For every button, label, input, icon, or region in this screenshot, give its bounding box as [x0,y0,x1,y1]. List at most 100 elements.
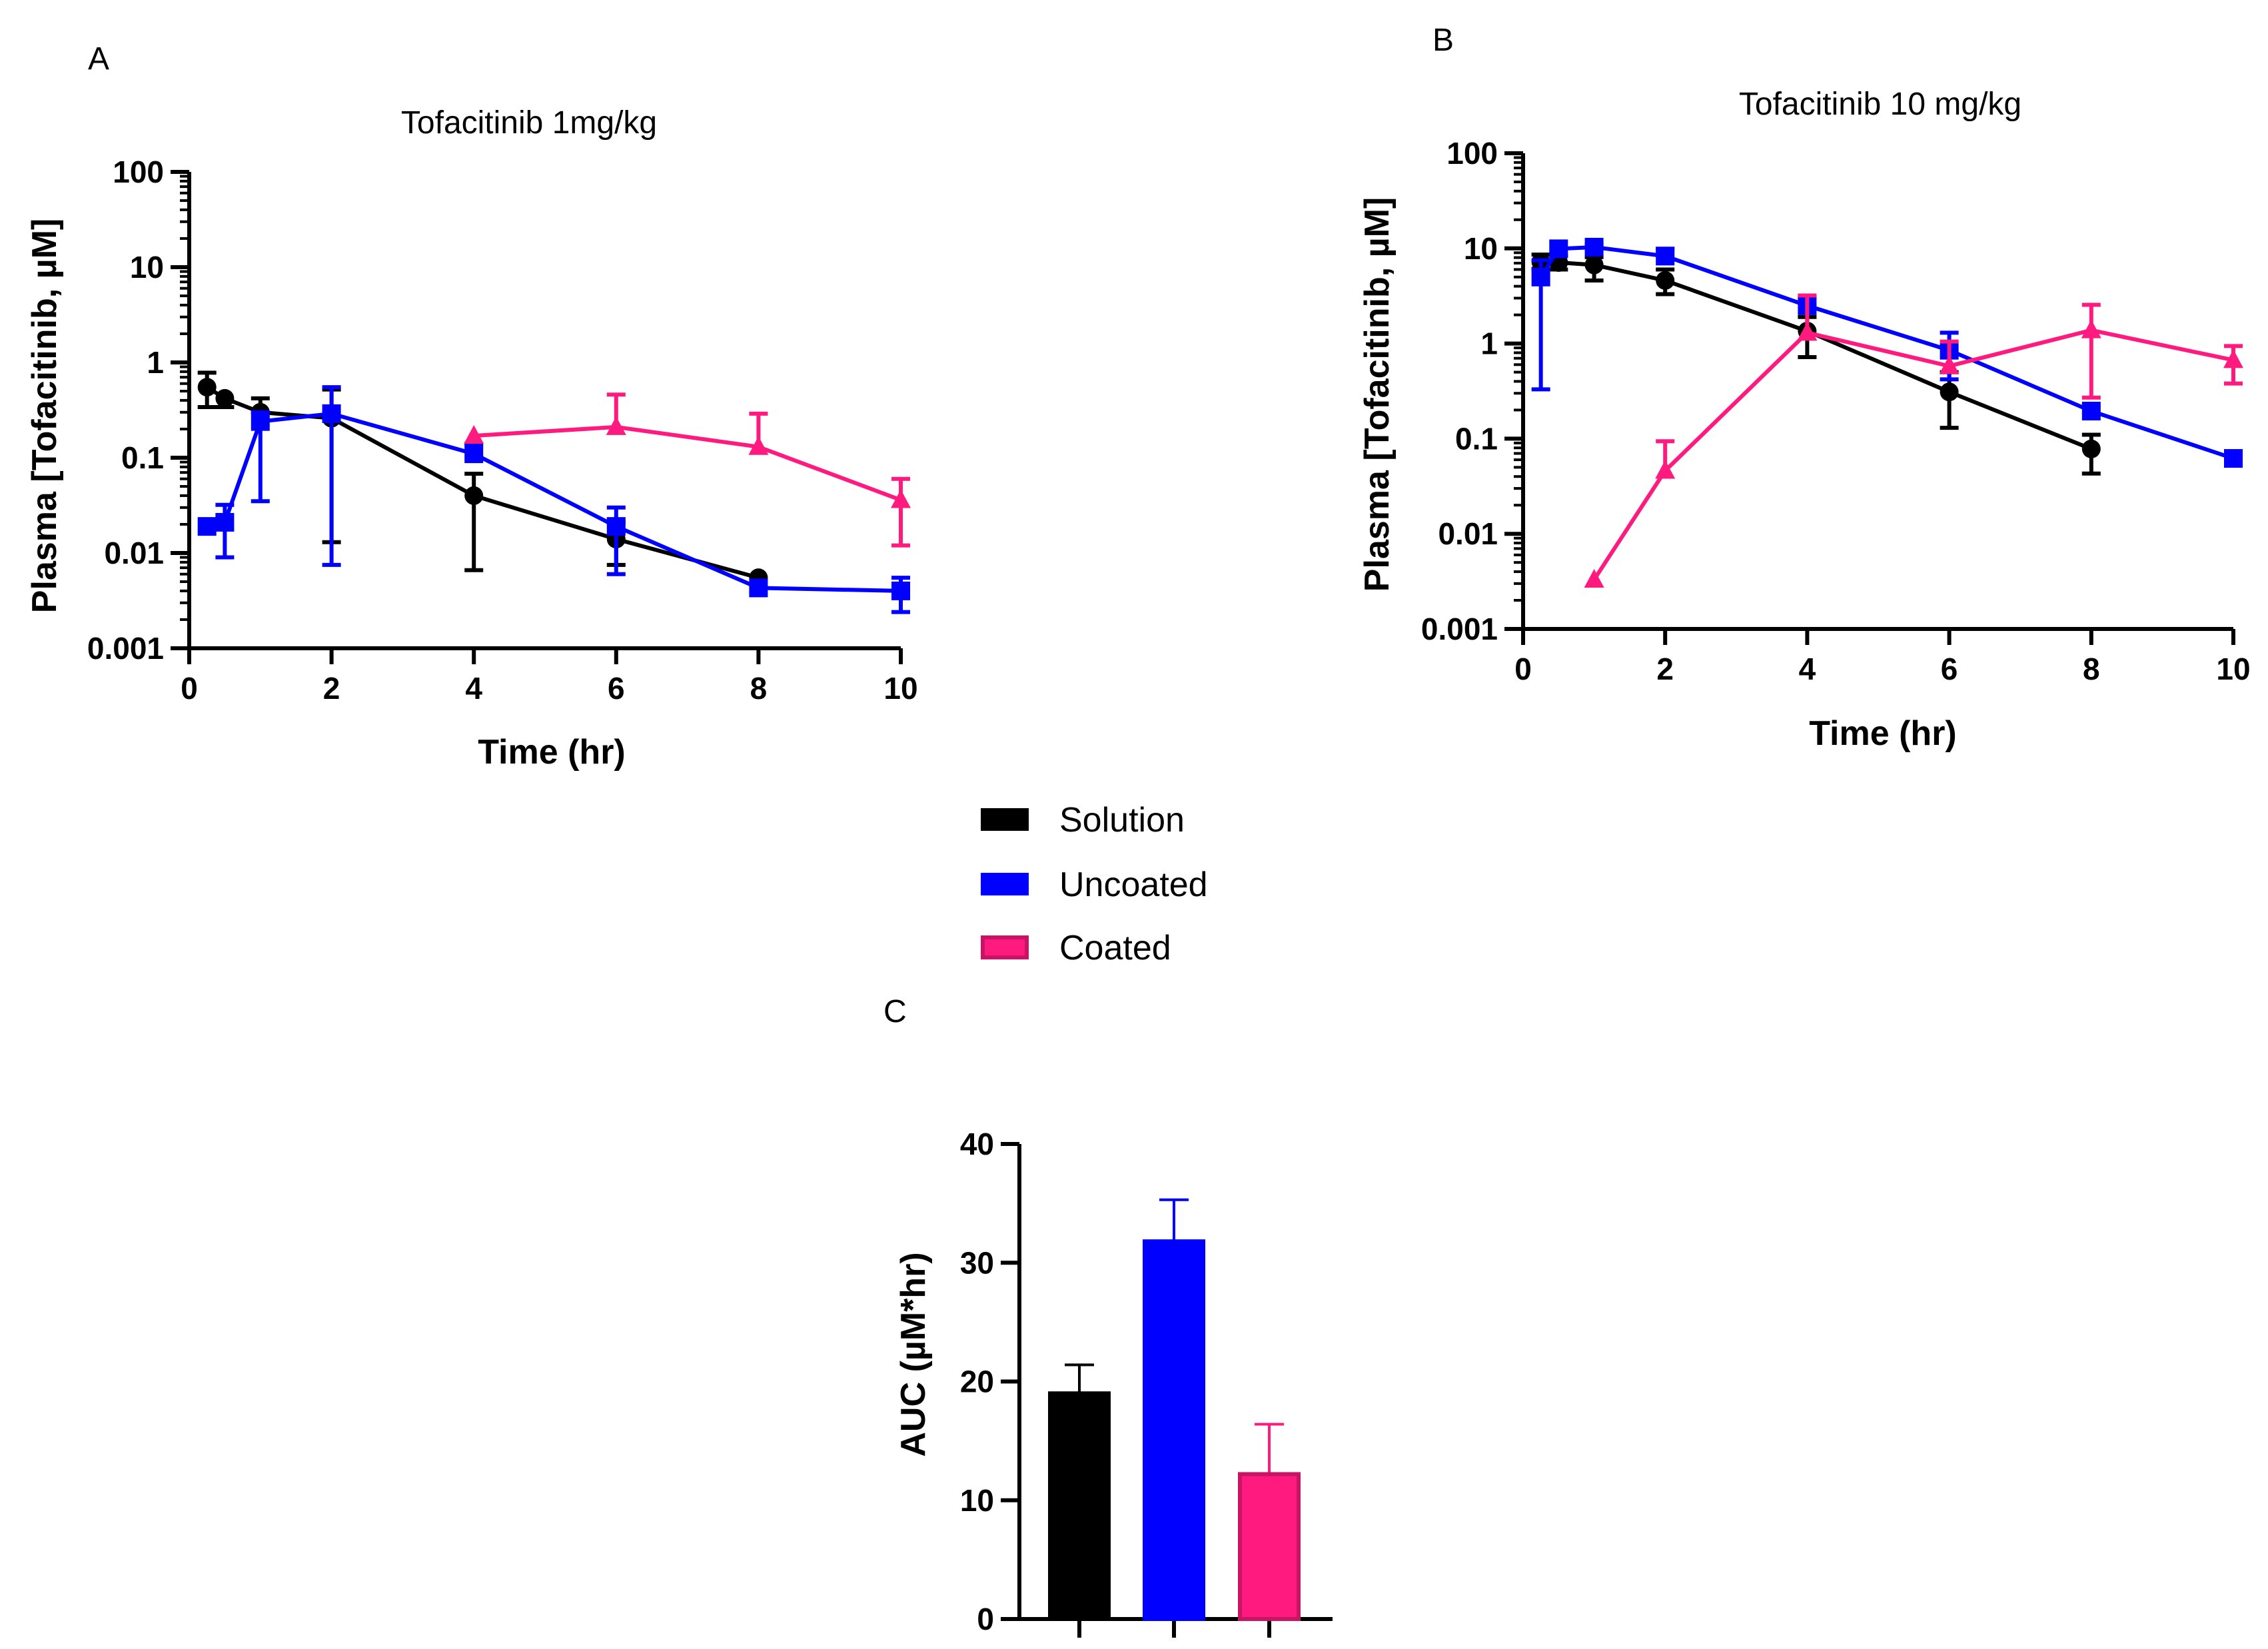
data-point-uncoated [2224,449,2243,468]
y-tick-label: 0.01 [1438,516,1498,551]
chart-b-xlabel: Time (hr) [1809,714,1957,753]
series-line-uncoated [207,411,901,593]
chart-b-axes: 0.001 0.01 0.1 1 10 100 0 2 4 6 8 10 [1421,136,2251,686]
y-tick-label: 10 [960,1483,994,1518]
series-coated [464,392,911,548]
legend-label-solution: Solution [1059,801,1185,839]
y-tick-label: 1 [147,345,164,380]
legend-label-uncoated: Uncoated [1059,865,1208,904]
data-point-uncoated [251,412,270,431]
y-tick-label: 0.001 [1421,612,1498,646]
data-point-coated [748,436,769,455]
x-tick-label: 4 [1799,652,1816,686]
data-point-uncoated [891,581,910,600]
legend-swatch-uncoated [981,873,1029,895]
data-point-coated [1584,568,1604,588]
data-point-solution [197,378,217,397]
data-point-solution [215,388,235,408]
data-point-uncoated [749,578,768,598]
series-solution [1531,253,2101,476]
y-tick-label: 0.1 [1455,421,1498,456]
data-point-coated [2081,319,2101,338]
series-line-coated [1592,328,2234,581]
bar-coated [1238,1472,1301,1621]
x-tick-label: 0 [1514,652,1532,686]
legend-label-coated: Coated [1059,929,1171,967]
x-tick-label: 2 [323,671,340,706]
y-tick-label: 100 [1446,136,1498,171]
panel-label-c: C [883,994,907,1029]
bar-group-coated [1238,1422,1301,1621]
x-tick-label: 2 [1656,652,1674,686]
chart-c-plot: 0 10 20 30 40 [960,1127,1333,1638]
x-tick-label: 10 [2216,652,2250,686]
series-line-solution [206,385,760,580]
panel-label-a: A [88,41,109,77]
chart-a-title: Tofacitinib 1mg/kg [401,105,657,141]
x-tick-label: 6 [608,671,625,706]
series-coated [1584,293,2243,588]
bar-group-solution [1048,1363,1111,1621]
data-point-uncoated [1584,237,1604,257]
chart-a-plot: 0.001 0.01 0.1 1 10 100 0 2 4 6 8 10 [87,155,918,706]
y-tick-label: 0.01 [104,536,164,570]
data-point-uncoated [322,404,341,423]
panel-label-b: B [1432,23,1454,58]
data-point-coated [2223,349,2243,368]
x-tick-label: 0 [181,671,198,706]
data-point-coated [606,416,626,435]
bar-solution [1048,1391,1111,1621]
chart-b-ylabel: Plasma [Tofacitinib, µM] [1358,197,1397,592]
chart-c-ylabel: AUC (µM*hr) [894,1252,933,1456]
data-point-uncoated [197,517,217,536]
y-tick-label: 10 [1464,231,1498,266]
series-line-coated [474,424,902,502]
data-point-coated [1797,322,1818,341]
data-point-uncoated [2081,401,2101,420]
data-point-coated [464,425,484,444]
data-point-solution [1940,382,1959,402]
data-point-uncoated [1531,267,1550,286]
y-tick-label: 1 [1480,326,1498,361]
x-tick-label: 4 [465,671,482,706]
y-tick-label: 0.1 [121,440,164,475]
chart-b-plot: 0.001 0.01 0.1 1 10 100 0 2 4 6 8 10 [1421,136,2251,686]
data-point-solution [1584,255,1604,275]
data-point-solution [2081,439,2101,458]
bar-group-uncoated [1143,1198,1205,1622]
x-tick-label: 6 [1941,652,1958,686]
data-point-uncoated [1656,247,1675,266]
data-point-uncoated [1549,239,1568,259]
chart-b-title: Tofacitinib 10 mg/kg [1739,87,2021,122]
legend-swatch-solution [981,808,1029,831]
y-tick-label: 40 [960,1127,994,1161]
chart-a-axes: 0.001 0.01 0.1 1 10 100 0 2 4 6 8 10 [87,155,918,706]
data-point-solution [464,486,484,505]
y-tick-label: 10 [130,250,164,284]
data-point-solution [1656,271,1675,290]
y-tick-label: 30 [960,1245,994,1280]
series-uncoated [197,385,910,614]
data-point-uncoated [215,512,235,532]
chart-a-xlabel: Time (hr) [478,733,626,772]
y-tick-label: 100 [113,155,164,189]
y-tick-label: 0 [977,1602,994,1636]
data-point-coated [891,489,911,508]
y-tick-label: 0.001 [87,631,164,666]
panel-a: A Tofacitinib 1mg/kg Time (hr) Plasma [T… [25,41,918,772]
y-tick-label: 20 [960,1365,994,1399]
x-tick-label: 8 [750,671,768,706]
chart-a-ylabel: Plasma [Tofacitinib, µM] [25,219,64,613]
data-point-uncoated [464,444,484,464]
legend: Solution Uncoated Coated [981,801,1208,967]
series-uncoated [1531,237,2243,468]
data-point-coated [1655,460,1676,479]
panel-b: B Tofacitinib 10 mg/kg Time (hr) Plasma … [1358,23,2251,753]
legend-swatch-coated [981,935,1029,959]
x-tick-label: 10 [883,671,917,706]
panel-c: C AUC (µM*hr) 0 10 20 30 40 [883,994,1333,1638]
x-tick-label: 8 [2083,652,2100,686]
data-point-uncoated [606,517,626,536]
bar-uncoated [1143,1239,1205,1622]
